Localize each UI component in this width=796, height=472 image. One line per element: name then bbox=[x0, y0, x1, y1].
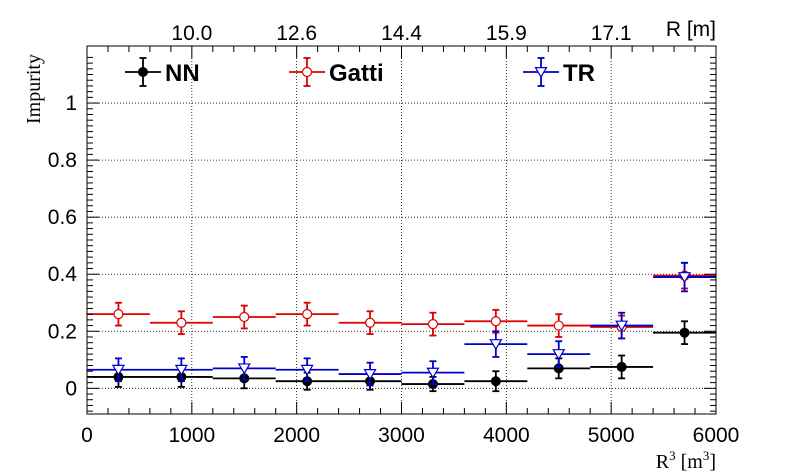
data-series bbox=[87, 261, 716, 393]
point-marker bbox=[679, 327, 690, 338]
legend: NN Gatti TR bbox=[125, 57, 595, 87]
data-point bbox=[464, 370, 528, 393]
point-marker bbox=[176, 317, 187, 328]
data-point bbox=[212, 356, 276, 381]
y-axis-title: Impurity bbox=[23, 54, 45, 124]
x-tick-label: 5000 bbox=[588, 424, 635, 447]
point-marker bbox=[174, 364, 188, 376]
point-marker bbox=[426, 367, 440, 379]
x-tick-label: 2000 bbox=[273, 424, 320, 447]
top-tick-label: 15.9 bbox=[486, 22, 527, 45]
data-point bbox=[464, 330, 528, 358]
y-tick-label: 0 bbox=[65, 377, 77, 400]
data-point bbox=[338, 310, 402, 336]
point-marker bbox=[490, 376, 501, 387]
x-tick-label: 0 bbox=[81, 424, 93, 447]
series-tr bbox=[87, 261, 716, 387]
axis-ticks bbox=[86, 46, 717, 414]
x-tick-label: 1000 bbox=[168, 424, 215, 447]
y-tick-label: 0.2 bbox=[48, 320, 77, 343]
tick-labels: 0 1000 2000 3000 4000 5000 6000 0 0.2 0.4 0.6 0.8 1 1… bbox=[48, 22, 740, 447]
legend-marker bbox=[534, 66, 548, 79]
point-marker bbox=[364, 317, 376, 328]
x-axis-title-unit: [m bbox=[676, 451, 704, 472]
y-tick-label: 0.6 bbox=[48, 206, 77, 229]
point-marker bbox=[678, 272, 692, 284]
legend-marker bbox=[301, 66, 313, 78]
legend-marker bbox=[138, 67, 148, 77]
point-marker bbox=[363, 369, 377, 381]
x-axis-title-unit-exponent: 3 bbox=[703, 448, 710, 463]
data-point bbox=[149, 310, 213, 336]
data-point bbox=[87, 357, 150, 383]
legend-entry-gatti: Gatti bbox=[289, 57, 384, 87]
point-marker bbox=[615, 320, 629, 332]
data-point bbox=[527, 340, 591, 368]
y-tick-label: 0.8 bbox=[48, 149, 77, 172]
point-marker bbox=[616, 361, 627, 372]
data-point bbox=[212, 304, 276, 330]
x-tick-label: 3000 bbox=[378, 424, 425, 447]
y-tick-label: 0.4 bbox=[48, 263, 78, 286]
data-point bbox=[275, 301, 339, 327]
top-axis-title: R [m] bbox=[666, 18, 716, 41]
legend-label: TR bbox=[563, 60, 595, 87]
x-axis-title-base: R bbox=[656, 451, 670, 472]
top-tick-label: 10.0 bbox=[171, 22, 212, 45]
point-marker bbox=[489, 339, 503, 351]
x-axis-title: R3 [m3] bbox=[656, 448, 716, 472]
data-point bbox=[401, 360, 465, 385]
data-point bbox=[653, 320, 716, 346]
point-marker bbox=[237, 363, 251, 375]
top-tick-label: 14.4 bbox=[381, 22, 422, 45]
x-tick-label: 4000 bbox=[483, 424, 530, 447]
point-marker bbox=[552, 349, 566, 361]
top-tick-label: 17.1 bbox=[591, 22, 632, 45]
top-tick-label: 12.6 bbox=[276, 22, 317, 45]
data-point bbox=[590, 311, 654, 340]
data-point bbox=[338, 361, 402, 387]
x-axis-title-exponent: 3 bbox=[669, 448, 676, 463]
point-marker bbox=[113, 309, 124, 320]
y-tick-label: 1 bbox=[65, 92, 77, 115]
data-point bbox=[590, 354, 654, 380]
point-marker bbox=[553, 320, 564, 331]
x-axis-title-unit-close: ] bbox=[709, 451, 716, 472]
data-point bbox=[464, 308, 528, 334]
grid bbox=[87, 46, 716, 414]
legend-entry-tr: TR bbox=[523, 57, 595, 87]
point-marker bbox=[111, 364, 125, 376]
point-marker bbox=[300, 364, 314, 376]
data-point bbox=[275, 357, 339, 383]
legend-entry-nn: NN bbox=[125, 57, 200, 87]
legend-label: Gatti bbox=[329, 60, 384, 87]
data-point bbox=[401, 311, 465, 337]
point-marker bbox=[490, 316, 501, 327]
data-point bbox=[149, 357, 213, 383]
point-marker bbox=[427, 319, 439, 330]
data-point bbox=[527, 313, 591, 338]
x-tick-label: 6000 bbox=[693, 424, 740, 447]
legend-label: NN bbox=[165, 60, 200, 87]
point-marker bbox=[239, 311, 250, 323]
point-marker bbox=[302, 309, 313, 320]
data-point bbox=[653, 261, 716, 293]
data-point bbox=[87, 301, 150, 327]
